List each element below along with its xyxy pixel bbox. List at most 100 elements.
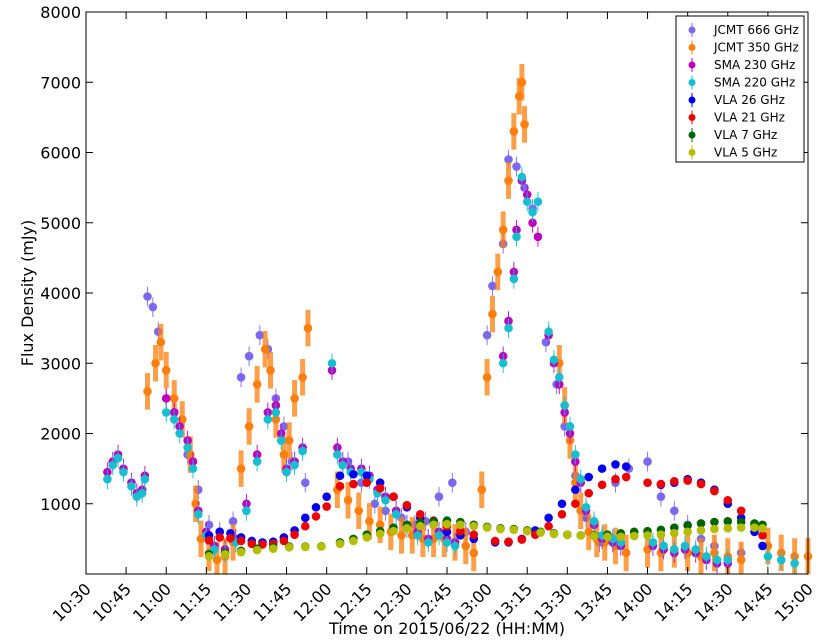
- point-3-4: [127, 481, 136, 491]
- point-1-20: [284, 436, 294, 445]
- point-7-33: [669, 528, 679, 538]
- point-1-44: [509, 127, 519, 136]
- point-0-26: [448, 478, 457, 487]
- point-7-31: [643, 531, 652, 540]
- point-3-37: [423, 538, 433, 547]
- point-3-20: [263, 415, 273, 424]
- point-3-39: [442, 538, 452, 547]
- point-5-30: [584, 488, 594, 498]
- point-4-12: [335, 471, 345, 480]
- point-5-28: [557, 509, 567, 519]
- point-1-10: [212, 555, 222, 565]
- point-3-23: [282, 467, 291, 477]
- plot-area: [103, 63, 813, 574]
- series-1: [143, 63, 813, 574]
- point-7-21: [509, 525, 519, 535]
- point-0-17: [300, 478, 310, 487]
- legend-marker-5: [688, 114, 696, 121]
- point-1-19: [279, 450, 289, 459]
- point-1-4: [169, 394, 179, 403]
- point-1-43: [504, 176, 513, 185]
- legend-marker-0: [688, 26, 696, 34]
- point-0-10: [236, 373, 246, 382]
- point-4-14: [362, 471, 372, 480]
- point-0-9: [228, 517, 238, 526]
- point-7-18: [469, 521, 479, 531]
- point-7-29: [616, 532, 626, 542]
- point-5-9: [300, 521, 310, 531]
- point-1-46: [517, 77, 527, 87]
- point-7-38: [736, 523, 746, 532]
- x-tick-label-3: 11:15: [169, 579, 215, 625]
- point-5-8: [290, 530, 299, 539]
- point-5-40: [723, 495, 733, 505]
- y-tick-label-6: 7000: [40, 73, 81, 92]
- point-7-1: [220, 550, 230, 559]
- point-3-33: [381, 495, 390, 505]
- point-7-19: [482, 523, 492, 532]
- point-5-25: [517, 535, 527, 544]
- point-3-13: [194, 509, 203, 519]
- point-5-12: [335, 481, 345, 491]
- point-1-30: [397, 531, 406, 540]
- point-5-31: [597, 480, 607, 490]
- point-4-11: [322, 492, 331, 502]
- point-6-35: [696, 519, 706, 528]
- point-3-12: [188, 464, 198, 473]
- point-7-23: [536, 528, 545, 537]
- point-3-56: [581, 502, 591, 512]
- point-3-27: [333, 450, 342, 459]
- point-3-68: [723, 555, 733, 565]
- point-3-54: [571, 450, 580, 459]
- point-3-36: [413, 531, 422, 540]
- point-1-14: [244, 422, 254, 431]
- point-5-14: [362, 478, 372, 487]
- point-5-35: [656, 479, 666, 489]
- point-5-41: [736, 506, 746, 516]
- legend-label-7: VLA 5 GHz: [714, 146, 777, 160]
- point-3-8: [161, 408, 171, 417]
- point-3-18: [242, 506, 251, 516]
- x-tick-label-2: 11:00: [129, 579, 175, 625]
- point-5-36: [669, 476, 679, 486]
- point-3-24: [290, 460, 299, 470]
- point-5-34: [643, 478, 652, 487]
- point-0-25: [434, 492, 444, 502]
- point-5-3: [236, 536, 246, 546]
- point-4-28: [557, 499, 567, 509]
- point-0-28: [482, 330, 492, 340]
- point-3-61: [648, 538, 658, 547]
- point-3-55: [576, 474, 586, 484]
- point-3-6: [137, 488, 147, 498]
- point-7-20: [496, 524, 505, 534]
- point-4-32: [611, 460, 620, 469]
- x-tick-label-16: 14:30: [691, 579, 737, 625]
- point-6-37: [723, 517, 733, 526]
- point-4-9: [300, 513, 310, 523]
- point-3-70: [776, 555, 786, 565]
- point-3-44: [512, 232, 521, 242]
- point-3-53: [565, 422, 575, 431]
- point-7-3: [252, 545, 262, 555]
- x-tick-label-4: 11:30: [209, 579, 255, 625]
- point-7-39: [750, 523, 759, 532]
- point-6-36: [710, 517, 719, 527]
- y-tick-label-2: 3000: [40, 354, 81, 373]
- point-1-39: [482, 373, 492, 382]
- point-7-15: [429, 520, 438, 530]
- legend-marker-2: [688, 61, 696, 69]
- legend-box: [675, 15, 805, 163]
- point-3-65: [691, 545, 700, 554]
- point-3-1: [108, 460, 118, 470]
- point-5-43: [758, 531, 767, 540]
- point-5-33: [621, 472, 631, 482]
- y-tick-label-1: 2000: [40, 425, 81, 444]
- point-5-23: [490, 536, 500, 546]
- point-7-16: [442, 519, 452, 529]
- point-1-0: [143, 387, 152, 396]
- point-7-35: [696, 526, 706, 535]
- point-3-3: [119, 467, 128, 477]
- point-3-71: [790, 559, 799, 568]
- x-tick-label-1: 10:45: [89, 579, 135, 625]
